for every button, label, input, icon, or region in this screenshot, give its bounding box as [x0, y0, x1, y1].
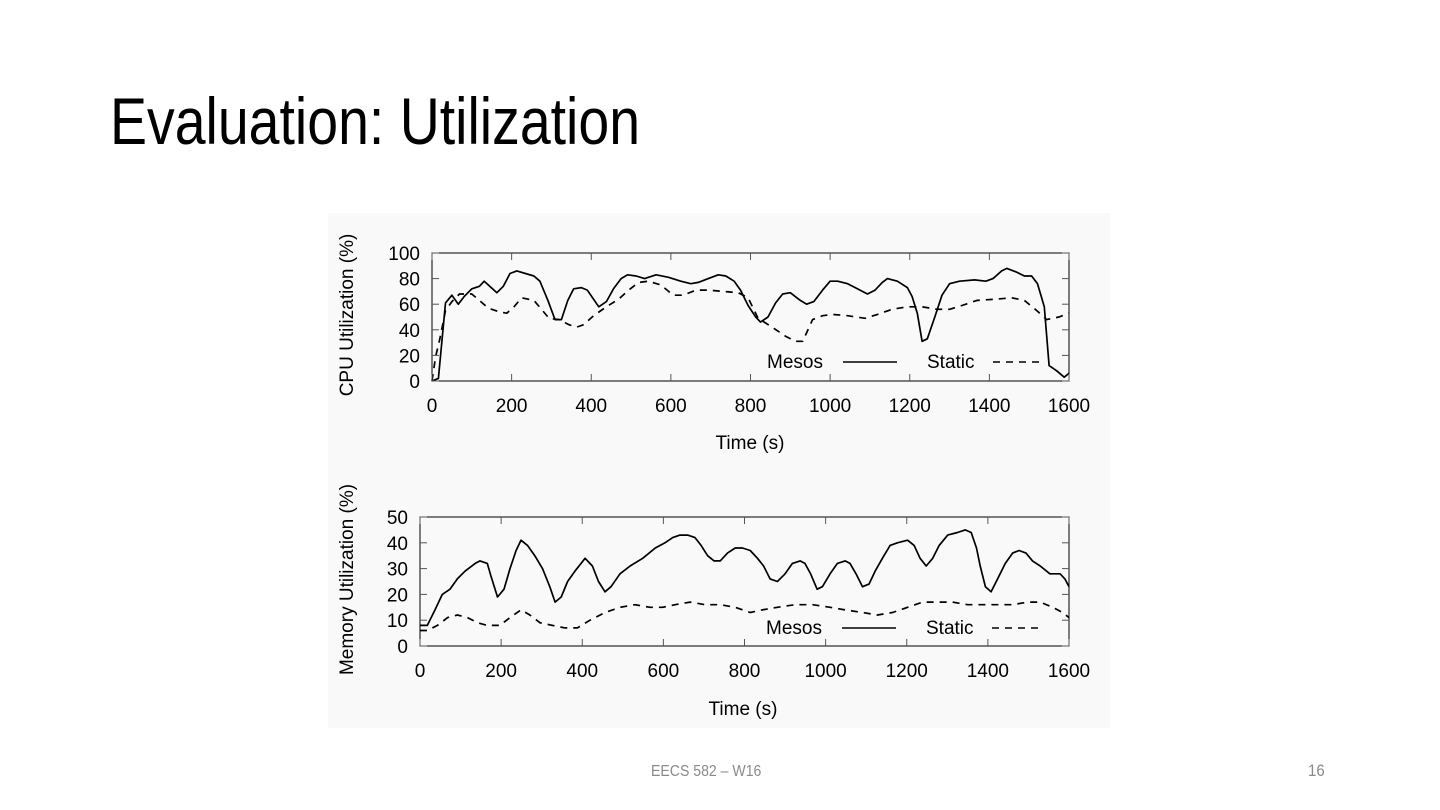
x-tick-label: 1600: [1048, 661, 1090, 682]
y-tick-label: 10: [387, 611, 408, 632]
y-tick-label: 60: [399, 295, 420, 316]
x-tick-label: 0: [427, 396, 438, 417]
memory-utilization-chart: 0 200 400 600 800 1000 1200 1400 1600 0 10 20 30 40 5…: [337, 484, 1090, 720]
y-tick-label: 40: [399, 321, 420, 342]
y-tick-label: 80: [399, 270, 420, 291]
x-tick-label: 1400: [967, 661, 1009, 682]
x-tick-label: 1400: [968, 396, 1010, 417]
memory-series-mesos-line: [420, 529, 1070, 627]
x-tick-label: 600: [655, 396, 687, 417]
legend-mesos-label: Mesos: [766, 618, 822, 639]
x-tick-label: 1200: [889, 396, 931, 417]
cpu-utilization-chart: 0 200 400 600 800 1000 1200 1400 1600 0 20 40 60 80 1…: [337, 234, 1090, 454]
cpu-legend: Mesos Static: [767, 352, 1043, 373]
slide-number: 16: [1308, 761, 1325, 780]
figure-background: [328, 213, 1110, 728]
x-tick-label: 1600: [1048, 396, 1090, 417]
x-tick-label: 1000: [809, 396, 851, 417]
x-tick-label: 400: [575, 396, 607, 417]
slide-title: Evaluation: Utilization: [110, 84, 641, 158]
x-tick-label: 400: [566, 661, 598, 682]
cpu-x-axis-label: Time (s): [716, 433, 785, 454]
x-tick-label: 200: [496, 396, 528, 417]
x-tick-label: 1200: [886, 661, 928, 682]
cpu-y-axis-label: CPU Utilization (%): [337, 234, 358, 397]
x-tick-label: 200: [485, 661, 517, 682]
memory-x-axis-label: Time (s): [709, 699, 778, 720]
legend-static-label: Static: [927, 352, 975, 373]
y-tick-label: 100: [388, 244, 420, 265]
y-tick-label: 40: [387, 534, 408, 555]
x-tick-label: 800: [735, 396, 767, 417]
x-tick-label: 600: [648, 661, 680, 682]
legend-static-label: Static: [926, 618, 974, 639]
y-tick-label: 0: [397, 637, 408, 658]
memory-legend: Mesos Static: [766, 618, 1042, 639]
cpu-series-mesos-line: [431, 267, 1070, 382]
y-tick-label: 30: [387, 560, 408, 581]
x-tick-label: 800: [729, 661, 761, 682]
y-tick-label: 20: [387, 585, 408, 606]
y-tick-label: 50: [387, 508, 408, 529]
memory-series-static-line: [420, 601, 1070, 632]
x-tick-label: 0: [415, 661, 426, 682]
memory-y-axis-label: Memory Utilization (%): [337, 484, 358, 675]
cpu-series-static-line: [431, 280, 1070, 382]
footer-course-label: EECS 582 – W16: [651, 763, 762, 780]
y-tick-label: 0: [409, 372, 420, 393]
y-tick-label: 20: [399, 346, 420, 367]
x-tick-label: 1000: [804, 661, 846, 682]
legend-mesos-label: Mesos: [767, 352, 823, 373]
